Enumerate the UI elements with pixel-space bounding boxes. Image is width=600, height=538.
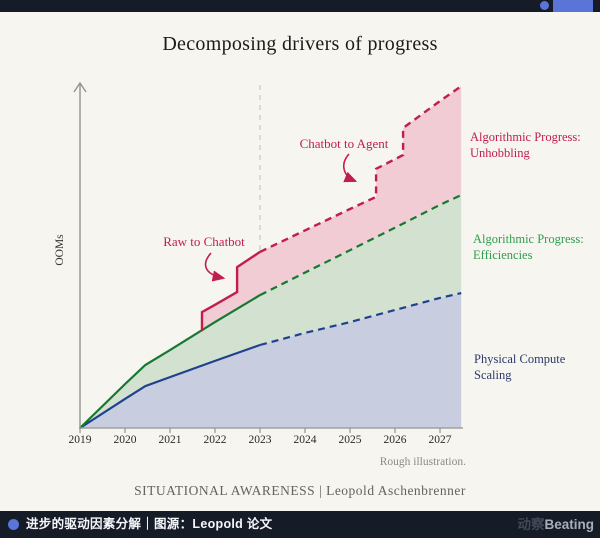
beating-logo-en: Beating bbox=[544, 517, 594, 532]
annotation-raw-to-chatbot: Raw to Chatbot bbox=[163, 234, 245, 249]
area-fills bbox=[80, 86, 462, 428]
series-lines bbox=[79, 85, 462, 429]
y-axis-label: OOMs bbox=[54, 234, 66, 266]
annotation-arrows bbox=[204, 153, 358, 282]
x-tick-label-2019: 2019 bbox=[68, 434, 92, 446]
x-tick-label-2026: 2026 bbox=[383, 434, 407, 446]
x-tick-label-2020: 2020 bbox=[113, 434, 137, 446]
bullet-dot-icon bbox=[8, 519, 19, 530]
legend-compute: Physical Compute Scaling bbox=[474, 351, 599, 383]
chart-title: Decomposing drivers of progress bbox=[162, 33, 438, 55]
legend-compute-line1: Physical Compute bbox=[474, 352, 566, 366]
beating-logo: 动察Beating bbox=[517, 511, 594, 538]
bottom-caption: 进步的驱动因素分解｜图源：Leopold 论文 bbox=[26, 517, 273, 531]
x-tick-label-2025: 2025 bbox=[338, 434, 362, 446]
legend-efficiencies: Algorithmic Progress: Efficiencies bbox=[473, 231, 598, 263]
source-credit: SITUATIONAL AWARENESS | Leopold Aschenbr… bbox=[134, 483, 466, 498]
annotation-chatbot-to-agent: Chatbot to Agent bbox=[299, 136, 389, 151]
legend-efficiencies-line2: Efficiencies bbox=[473, 248, 533, 262]
x-tick-label-2021: 2021 bbox=[158, 434, 182, 446]
legend-unhobbling-line2: Unhobbling bbox=[470, 146, 530, 160]
top-bar bbox=[0, 0, 600, 12]
beating-logo-cn: 动察 bbox=[517, 517, 545, 532]
x-tick-label-2024: 2024 bbox=[293, 434, 317, 446]
legend-unhobbling-line1: Algorithmic Progress: bbox=[470, 130, 581, 144]
x-tick-label-2027: 2027 bbox=[428, 434, 452, 446]
x-tick-label-2022: 2022 bbox=[203, 434, 227, 446]
legend-unhobbling: Algorithmic Progress: Unhobbling bbox=[470, 129, 595, 161]
x-tick-label-2023: 2023 bbox=[248, 434, 272, 446]
accent-rectangle bbox=[553, 0, 593, 12]
legend-compute-line2: Scaling bbox=[474, 368, 512, 382]
bottom-bar: 进步的驱动因素分解｜图源：Leopold 论文 动察Beating bbox=[0, 511, 600, 538]
accent-dot-icon bbox=[540, 1, 549, 10]
axes bbox=[73, 81, 463, 433]
legend-efficiencies-line1: Algorithmic Progress: bbox=[473, 232, 584, 246]
rough-illustration-note: Rough illustration. bbox=[379, 456, 466, 468]
